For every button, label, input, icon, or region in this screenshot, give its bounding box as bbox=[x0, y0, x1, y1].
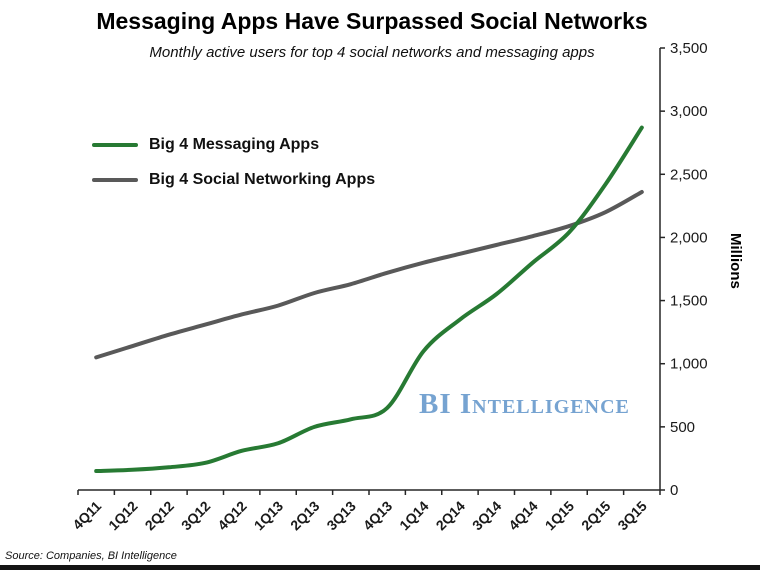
svg-text:0: 0 bbox=[670, 482, 678, 499]
legend-label-messaging: Big 4 Messaging Apps bbox=[149, 136, 320, 153]
svg-text:2,500: 2,500 bbox=[670, 166, 708, 183]
svg-text:3,000: 3,000 bbox=[670, 103, 708, 120]
legend-swatch-social bbox=[92, 178, 138, 182]
svg-text:2,000: 2,000 bbox=[670, 229, 708, 246]
svg-text:1Q13: 1Q13 bbox=[251, 498, 287, 534]
svg-text:3Q13: 3Q13 bbox=[323, 498, 359, 534]
svg-text:1,000: 1,000 bbox=[670, 356, 708, 373]
source-note: Source: Companies, BI Intelligence bbox=[5, 550, 177, 562]
svg-text:1,500: 1,500 bbox=[670, 293, 708, 310]
svg-text:1Q14: 1Q14 bbox=[396, 498, 432, 534]
svg-text:1Q12: 1Q12 bbox=[105, 498, 141, 534]
legend-swatch-messaging bbox=[92, 143, 138, 147]
legend-item-social: Big 4 Social Networking Apps bbox=[92, 171, 375, 189]
svg-text:2Q15: 2Q15 bbox=[578, 498, 614, 534]
svg-text:4Q11: 4Q11 bbox=[69, 498, 104, 533]
legend-item-messaging: Big 4 Messaging Apps bbox=[92, 136, 375, 154]
chart-title: Messaging Apps Have Surpassed Social Net… bbox=[96, 8, 648, 34]
svg-text:3,500: 3,500 bbox=[670, 40, 708, 57]
legend-label-social: Big 4 Social Networking Apps bbox=[149, 171, 376, 188]
svg-text:4Q14: 4Q14 bbox=[505, 498, 541, 534]
svg-text:2Q13: 2Q13 bbox=[287, 498, 323, 534]
svg-text:2Q14: 2Q14 bbox=[433, 498, 469, 534]
svg-text:3Q14: 3Q14 bbox=[469, 498, 505, 534]
svg-text:3Q15: 3Q15 bbox=[614, 498, 650, 534]
svg-text:2Q12: 2Q12 bbox=[142, 498, 178, 534]
svg-text:4Q12: 4Q12 bbox=[214, 498, 250, 534]
bottom-border bbox=[0, 565, 760, 570]
svg-text:3Q12: 3Q12 bbox=[178, 498, 214, 534]
watermark: BI Intelligence bbox=[419, 388, 630, 420]
svg-text:1Q15: 1Q15 bbox=[542, 498, 578, 534]
y-axis-title: Millions bbox=[727, 233, 744, 289]
chart-subtitle: Monthly active users for top 4 social ne… bbox=[149, 44, 595, 61]
legend: Big 4 Messaging Apps Big 4 Social Networ… bbox=[92, 136, 375, 206]
svg-text:500: 500 bbox=[670, 419, 695, 436]
svg-text:4Q13: 4Q13 bbox=[360, 498, 396, 534]
